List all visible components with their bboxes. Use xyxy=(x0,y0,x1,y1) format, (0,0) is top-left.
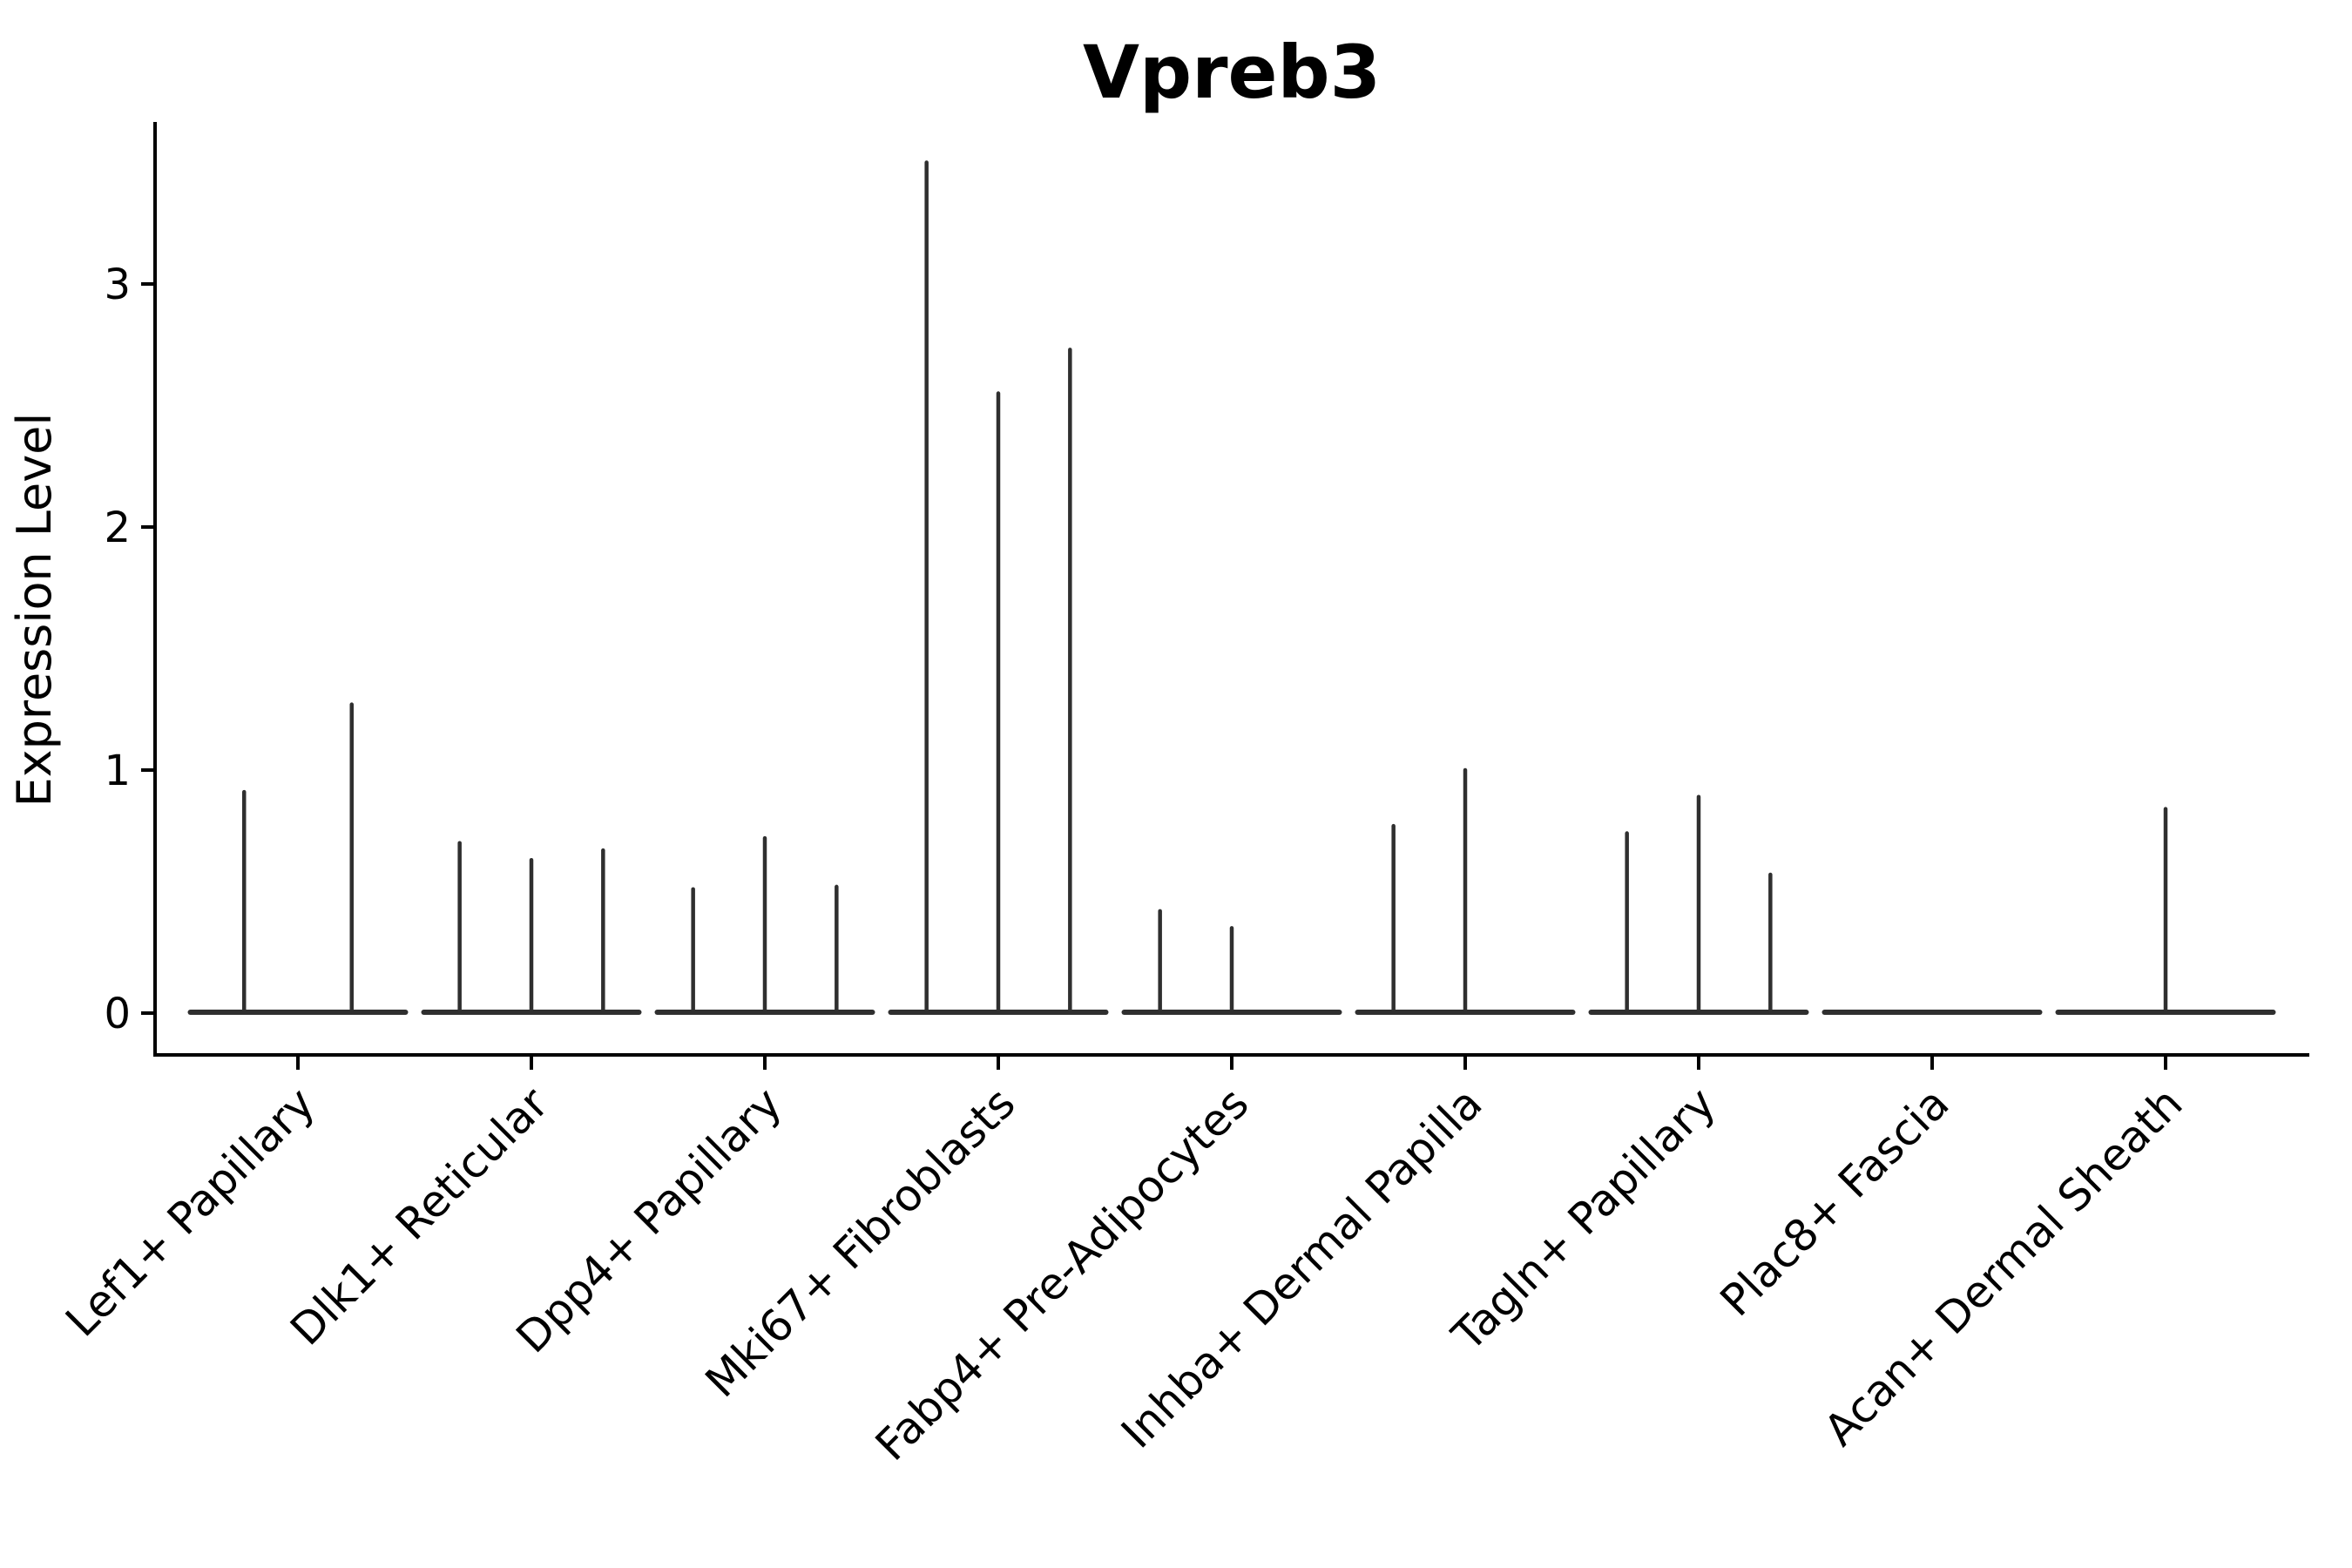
y-axis-label: Expression Level xyxy=(7,413,62,808)
violins xyxy=(187,160,2276,1015)
x-tick-label-7: Plac8+ Fascia xyxy=(1711,1078,1959,1326)
x-tick-label-4: Fabp4+ Pre-Adipocytes xyxy=(866,1078,1259,1470)
y-tick-label-2: 2 xyxy=(104,504,131,552)
y-tick-label-3: 3 xyxy=(104,260,131,309)
y-tick-label-1: 1 xyxy=(104,747,131,795)
y-tick-label-0: 0 xyxy=(104,990,131,1038)
plot-title: Vpreb3 xyxy=(1083,30,1381,115)
x-tick-label-1: Dlk1+ Reticular xyxy=(280,1078,558,1355)
axes xyxy=(141,122,2309,1070)
x-tick-label-0: Lef1+ Papillary xyxy=(56,1078,324,1346)
